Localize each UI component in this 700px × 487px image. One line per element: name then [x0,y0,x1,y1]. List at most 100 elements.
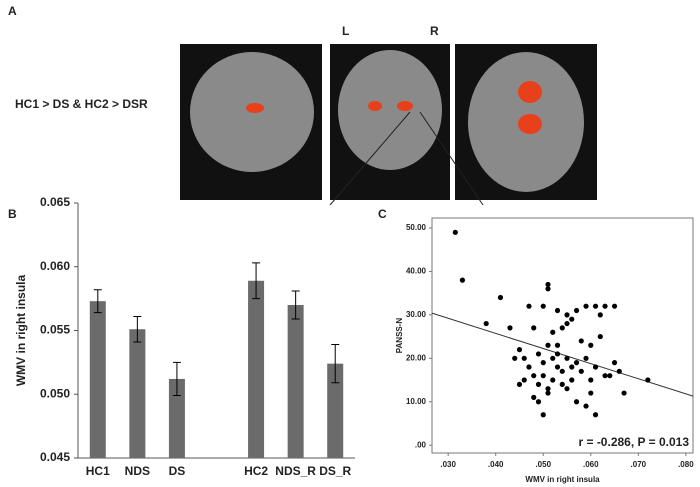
point [607,373,613,379]
point [564,386,570,392]
y-tick-label: 10.00 [406,397,427,406]
point [516,381,523,387]
point [597,333,603,340]
x-tick-label: .030 [440,460,456,469]
point [559,325,565,331]
point [611,303,618,309]
panel-label: C [378,207,387,221]
point [521,377,527,383]
brain-images [180,44,597,206]
activation [368,101,382,111]
activation [518,81,542,103]
annotation: r = -0.286, P = 0.013 [578,435,689,449]
point [554,351,561,357]
error-bar [133,315,142,343]
point [550,355,556,361]
activation [397,101,413,111]
point [483,320,489,327]
point [588,390,594,396]
y-tick-label: 0.055 [40,323,70,337]
y-tick-label: 20.00 [406,353,427,362]
x-tick-label: .040 [488,460,504,469]
point [531,325,537,331]
connector [419,111,484,206]
bar [168,378,185,458]
point [516,347,523,353]
x-tick-label: NDS [125,464,150,478]
point [621,390,627,396]
point [569,316,575,322]
x-tick-label: DS_R [319,464,351,478]
trend-line [431,312,694,397]
point [578,368,584,374]
activation [246,103,264,113]
contrast-label: HC1 > DS & HC2 > DSR [15,97,148,111]
point [578,338,584,344]
x-axis-label: WMV in right insula [525,475,600,484]
point [592,364,599,370]
point [545,386,551,392]
y-tick-label: .00 [415,440,427,449]
point [535,351,542,357]
point [545,342,551,348]
point [545,390,551,396]
x-tick-label: DS [169,464,186,478]
point [526,364,532,370]
y-axis-label: PANSS-N [395,318,404,354]
point [573,307,580,314]
y-tick-label: 0.045 [40,450,70,464]
bar [327,363,344,458]
brain-tissue [338,50,442,170]
side-label: L [342,24,349,38]
panel-label: B [8,207,17,221]
point [573,399,580,405]
point [554,307,561,314]
point [564,312,570,318]
point [540,303,546,309]
point [597,312,603,318]
error-bar [172,361,181,397]
y-tick-label: 40.00 [406,267,427,276]
y-tick-label: 0.065 [40,195,70,209]
bar [129,329,146,458]
x-tick-label: .080 [678,460,694,469]
point [535,399,542,405]
point [588,342,594,348]
point [540,360,546,366]
y-tick-label: 0.060 [40,259,70,273]
point [535,381,542,387]
point [540,412,546,418]
point [564,355,570,361]
point [573,360,580,366]
y-axis-label: WMV in right insula [14,275,28,387]
point [616,368,622,374]
point [452,229,458,235]
point [583,403,589,409]
point [611,360,618,366]
activation [518,114,542,134]
y-tick-label: 50.00 [406,223,427,232]
x-tick-label: .060 [583,460,599,469]
point [497,294,504,301]
point [550,377,556,383]
point [602,303,608,309]
x-tick-label: NDS_R [275,464,316,478]
point [592,412,599,418]
point [569,377,575,383]
point [583,303,589,309]
point [545,286,551,292]
point [645,377,651,383]
point [531,373,537,379]
point [540,373,546,379]
point [550,329,556,335]
point [554,342,561,348]
point [512,355,518,361]
point [531,394,537,400]
bar [287,305,304,458]
error-bar [331,344,340,384]
connector [329,111,411,206]
error-bar [252,262,261,300]
point [554,364,561,370]
error-bar [93,289,102,314]
